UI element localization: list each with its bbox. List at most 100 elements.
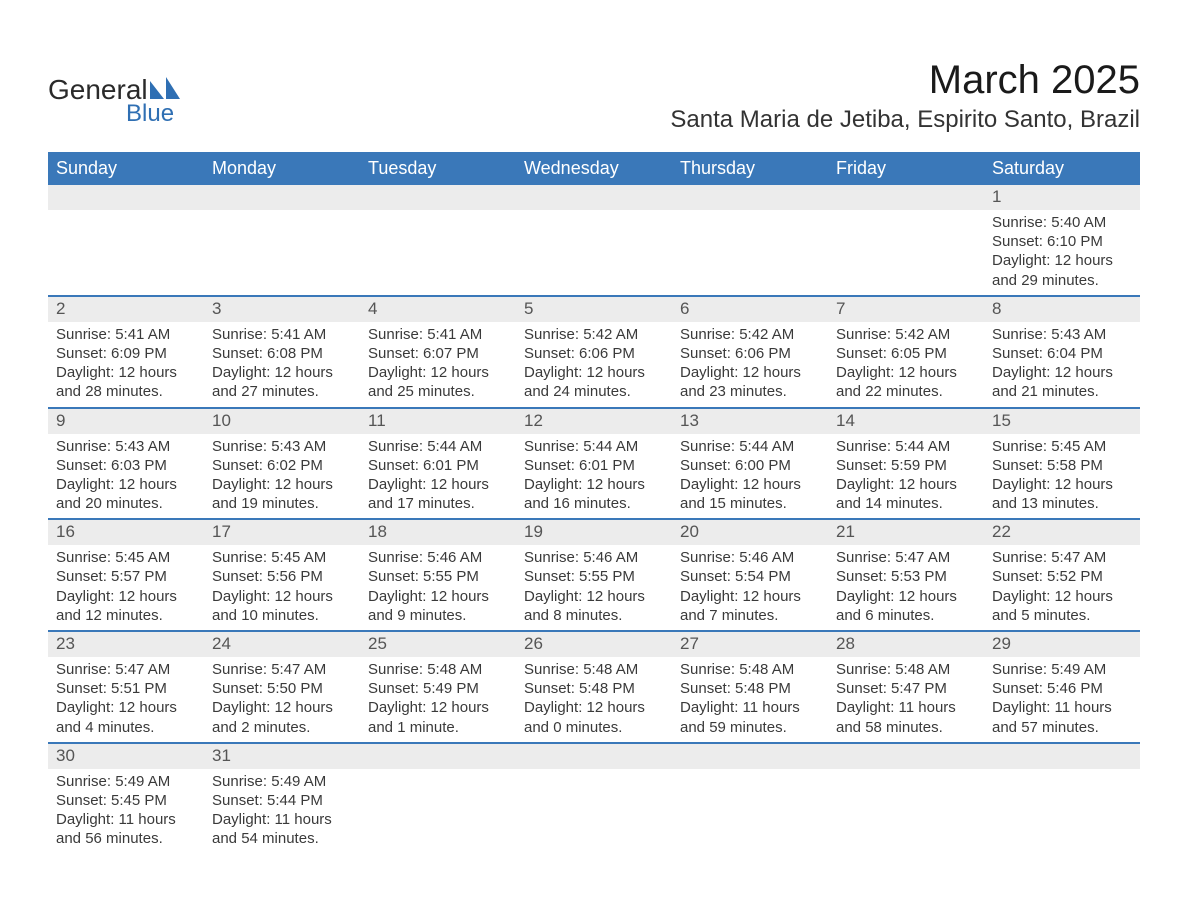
sunset-line-value: 5:51 PM xyxy=(111,680,167,697)
day-body: Sunrise: 5:44 AMSunset: 6:00 PMDaylight:… xyxy=(672,434,828,519)
daylight-line-label: Daylight: xyxy=(56,699,119,716)
daylight-line-label: Daylight: xyxy=(368,699,431,716)
sunset-line: Sunset: 6:10 PM xyxy=(992,232,1132,251)
calendar-empty-cell xyxy=(360,185,516,296)
calendar-day-cell: 16Sunrise: 5:45 AMSunset: 5:57 PMDayligh… xyxy=(48,519,204,631)
sunset-line: Sunset: 5:53 PM xyxy=(836,567,976,586)
calendar-week-row: 2 Sunrise: 5:41 AM Sunset: 6:09 PM Daylight… xyxy=(48,296,1140,408)
sunrise-line: Sunrise: 5:42 AM xyxy=(836,325,976,344)
sunset-line-value: 5:57 PM xyxy=(111,568,167,585)
calendar-empty-cell xyxy=(360,743,516,854)
daylight-line-label: Daylight: xyxy=(368,364,431,381)
weekday-header: Saturday xyxy=(984,152,1140,185)
sunset-line: Sunset: 5:52 PM xyxy=(992,567,1132,586)
weekday-header: Thursday xyxy=(672,152,828,185)
title-block: March 2025 Santa Maria de Jetiba, Espiri… xyxy=(670,48,1140,144)
sunset-line: Sunset: 5:51 PM xyxy=(56,679,196,698)
daylight-line-label: Daylight: xyxy=(836,476,899,493)
day-number-bar: 17 xyxy=(204,520,360,545)
month-title: March 2025 xyxy=(670,58,1140,102)
sunrise-line-value: 5:42 AM xyxy=(895,326,950,343)
day-body: Sunrise: 5:44 AMSunset: 6:01 PMDaylight:… xyxy=(516,434,672,519)
sunset-line: Sunset: 5:54 PM xyxy=(680,567,820,586)
day-body: Sunrise: 5:48 AMSunset: 5:47 PMDaylight:… xyxy=(828,657,984,742)
sunrise-line-label: Sunrise: xyxy=(524,549,583,566)
sunset-line: Sunset: 6:09 PM xyxy=(56,344,196,363)
sunrise-line: Sunrise: 5:41 AM xyxy=(368,325,508,344)
day-number-bar xyxy=(516,185,672,210)
sunrise-line-label: Sunrise: xyxy=(212,549,271,566)
day-body xyxy=(48,210,204,294)
day-body xyxy=(516,210,672,294)
daylight-line: Daylight: 12 hours and 0 minutes. xyxy=(524,698,664,736)
calendar-day-cell: 1Sunrise: 5:40 AMSunset: 6:10 PMDaylight… xyxy=(984,185,1140,296)
day-number-bar: 21 xyxy=(828,520,984,545)
daylight-line-label: Daylight: xyxy=(836,588,899,605)
daylight-line-label: Daylight: xyxy=(836,364,899,381)
day-body xyxy=(672,210,828,294)
sunrise-line-value: 5:41 AM xyxy=(271,326,326,343)
sunrise-line-value: 5:49 AM xyxy=(1051,661,1106,678)
sunset-line: Sunset: 6:06 PM xyxy=(524,344,664,363)
calendar-empty-cell xyxy=(516,743,672,854)
calendar-day-cell: 23Sunrise: 5:47 AMSunset: 5:51 PMDayligh… xyxy=(48,631,204,743)
day-body: Sunrise: 5:45 AMSunset: 5:58 PMDaylight:… xyxy=(984,434,1140,519)
day-body: Sunrise: 5:46 AMSunset: 5:55 PMDaylight:… xyxy=(516,545,672,630)
daylight-line: Daylight: 12 hours and 12 minutes. xyxy=(56,587,196,625)
daylight-line: Daylight: 12 hours and 6 minutes. xyxy=(836,587,976,625)
daylight-line: Daylight: 11 hours and 54 minutes. xyxy=(212,810,352,848)
sunset-line-value: 5:55 PM xyxy=(423,568,479,585)
sunset-line-label: Sunset: xyxy=(212,345,267,362)
daylight-line-label: Daylight: xyxy=(212,476,275,493)
sunrise-line-value: 5:42 AM xyxy=(739,326,794,343)
sunrise-line-label: Sunrise: xyxy=(524,326,583,343)
daylight-line: Daylight: 12 hours and 29 minutes. xyxy=(992,251,1132,289)
day-number-bar: 15 xyxy=(984,409,1140,434)
sunset-line-value: 6:05 PM xyxy=(891,345,947,362)
sunrise-line-value: 5:45 AM xyxy=(1051,438,1106,455)
calendar-day-cell: 27Sunrise: 5:48 AMSunset: 5:48 PMDayligh… xyxy=(672,631,828,743)
day-body: Sunrise: 5:46 AMSunset: 5:55 PMDaylight:… xyxy=(360,545,516,630)
daylight-line: Daylight: 12 hours and 22 minutes. xyxy=(836,363,976,401)
sunset-line: Sunset: 5:55 PM xyxy=(524,567,664,586)
day-body: Sunrise: 5:47 AMSunset: 5:51 PMDaylight:… xyxy=(48,657,204,742)
sunrise-line-value: 5:46 AM xyxy=(583,549,638,566)
sunset-line-value: 6:01 PM xyxy=(579,457,635,474)
day-body xyxy=(360,769,516,787)
sunrise-line-value: 5:42 AM xyxy=(583,326,638,343)
sunrise-line-label: Sunrise: xyxy=(992,326,1051,343)
sunset-line-label: Sunset: xyxy=(56,457,111,474)
daylight-line: Daylight: 12 hours and 24 minutes. xyxy=(524,363,664,401)
day-body xyxy=(984,769,1140,787)
sunset-line-value: 5:45 PM xyxy=(111,792,167,809)
day-number-bar: 5 xyxy=(516,297,672,322)
sunrise-line-label: Sunrise: xyxy=(56,549,115,566)
calendar-day-cell: 3Sunrise: 5:41 AMSunset: 6:08 PMDaylight… xyxy=(204,296,360,408)
day-number-bar: 2 xyxy=(48,297,204,322)
sunset-line: Sunset: 5:58 PM xyxy=(992,456,1132,475)
day-body xyxy=(672,769,828,787)
sunset-line-value: 6:04 PM xyxy=(1047,345,1103,362)
day-number-bar xyxy=(672,185,828,210)
sunrise-line: Sunrise: 5:43 AM xyxy=(212,437,352,456)
calendar-week-row: 23Sunrise: 5:47 AMSunset: 5:51 PMDayligh… xyxy=(48,631,1140,743)
day-number-bar: 23 xyxy=(48,632,204,657)
calendar-week-row: 30Sunrise: 5:49 AMSunset: 5:45 PMDayligh… xyxy=(48,743,1140,854)
daylight-line: Daylight: 12 hours and 25 minutes. xyxy=(368,363,508,401)
day-body: Sunrise: 5:47 AMSunset: 5:52 PMDaylight:… xyxy=(984,545,1140,630)
daylight-line-label: Daylight: xyxy=(56,811,119,828)
day-body: Sunrise: 5:49 AMSunset: 5:45 PMDaylight:… xyxy=(48,769,204,854)
daylight-line-label: Daylight: xyxy=(524,699,587,716)
sunrise-line: Sunrise: 5:43 AM xyxy=(992,325,1132,344)
day-body xyxy=(516,769,672,787)
daylight-line: Daylight: 12 hours and 7 minutes. xyxy=(680,587,820,625)
day-body xyxy=(828,210,984,294)
sunrise-line-value: 5:44 AM xyxy=(427,438,482,455)
sunset-line-value: 5:59 PM xyxy=(891,457,947,474)
sunset-line: Sunset: 6:03 PM xyxy=(56,456,196,475)
calendar-empty-cell xyxy=(672,743,828,854)
daylight-line-label: Daylight: xyxy=(56,476,119,493)
calendar-day-cell: 22Sunrise: 5:47 AMSunset: 5:52 PMDayligh… xyxy=(984,519,1140,631)
sunset-line-label: Sunset: xyxy=(212,792,267,809)
weekday-header: Tuesday xyxy=(360,152,516,185)
